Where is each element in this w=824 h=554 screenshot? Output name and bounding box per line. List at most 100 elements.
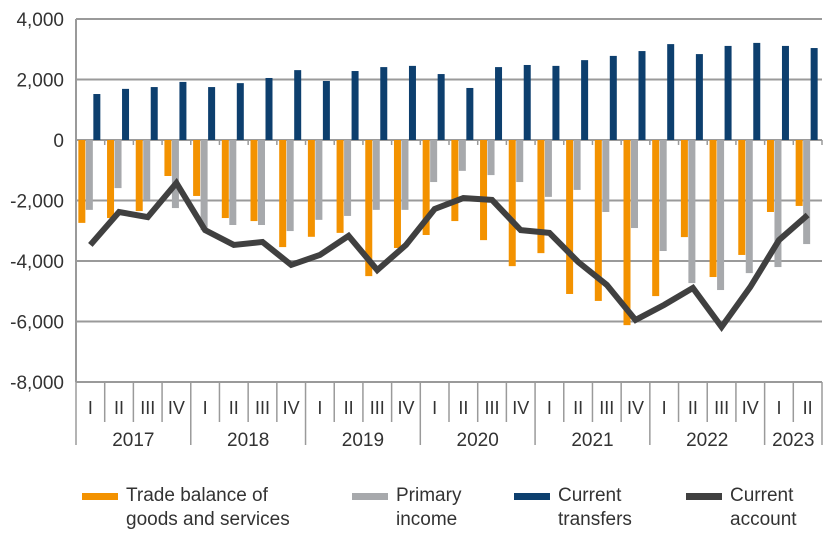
bar-current-transfers (179, 81, 187, 140)
quarter-label: III (599, 398, 614, 418)
bar-trade-balance-of-goods-and-services (480, 140, 488, 241)
bar-primary-income (114, 140, 122, 189)
bar-trade-balance-of-goods-and-services (537, 140, 545, 254)
quarter-label: II (573, 398, 583, 418)
y-tick-label: -4,000 (10, 252, 64, 273)
current-account-line (88, 177, 810, 333)
bar-current-transfers (609, 55, 617, 140)
bar-current-transfers (781, 45, 789, 140)
bar-trade-balance-of-goods-and-services (680, 140, 688, 238)
year-label: 2018 (227, 430, 269, 451)
legend-label: Trade balance of (126, 485, 268, 506)
bar-trade-balance-of-goods-and-services (738, 140, 746, 255)
bar-trade-balance-of-goods-and-services (336, 140, 344, 233)
bar-trade-balance-of-goods-and-services (78, 140, 86, 223)
bar-primary-income (258, 140, 265, 226)
bar-current-transfers (150, 87, 158, 140)
bar-trade-balance-of-goods-and-services (250, 140, 258, 222)
bar-current-transfers (322, 81, 330, 140)
bar-primary-income (774, 140, 782, 268)
quarter-label: I (432, 398, 437, 418)
legend-label: account (730, 509, 797, 530)
bar-primary-income (344, 140, 352, 216)
legend-item-current-account: Current account (686, 484, 797, 532)
bar-trade-balance-of-goods-and-services (652, 140, 660, 297)
bar-trade-balance-of-goods-and-services (451, 140, 459, 222)
bar-trade-balance-of-goods-and-services (365, 140, 373, 277)
bar-current-transfers (695, 54, 703, 141)
bar-trade-balance-of-goods-and-services (307, 140, 315, 237)
quarter-label: II (114, 398, 124, 418)
bar-current-transfers (236, 83, 244, 140)
quarter-label: IV (512, 398, 529, 418)
quarter-label: II (344, 398, 354, 418)
bar-trade-balance-of-goods-and-services (594, 140, 602, 301)
year-label: 2017 (112, 430, 154, 451)
bar-primary-income (286, 140, 294, 232)
bar-trade-balance-of-goods-and-services (393, 140, 401, 248)
bar-trade-balance-of-goods-and-services (709, 140, 717, 278)
bar-current-transfers (638, 51, 646, 140)
quarter-label: II (803, 398, 813, 418)
year-label: 2020 (457, 430, 499, 451)
bar-current-transfers (380, 67, 388, 140)
bar-current-transfers (265, 77, 273, 140)
bar-primary-income (745, 140, 753, 274)
bar-primary-income (229, 140, 237, 226)
y-tick-label: 0 (53, 131, 64, 152)
quarter-label: IV (742, 398, 759, 418)
bar-primary-income (516, 140, 524, 183)
bar-primary-income (544, 140, 552, 197)
y-tick-label: -2,000 (10, 192, 64, 213)
bar-trade-balance-of-goods-and-services (508, 140, 516, 267)
bar-trade-balance-of-goods-and-services (422, 140, 430, 235)
year-label: 2021 (571, 430, 613, 451)
bar-current-transfers (495, 67, 503, 140)
quarter-label: IV (627, 398, 644, 418)
bar-current-transfers (408, 65, 416, 140)
year-label: 2022 (686, 430, 728, 451)
bar-trade-balance-of-goods-and-services (623, 140, 631, 326)
bar-primary-income (803, 140, 811, 245)
bar-primary-income (659, 140, 667, 252)
legend-swatch (514, 493, 550, 500)
legend-swatch (82, 493, 118, 500)
bar-current-transfers (294, 70, 302, 140)
bar-current-transfers (724, 45, 732, 140)
bar-trade-balance-of-goods-and-services (766, 140, 774, 212)
quarter-label: III (255, 398, 270, 418)
bar-trade-balance-of-goods-and-services (795, 140, 803, 206)
legend-label: goods and services (126, 509, 290, 530)
bar-current-transfers (122, 88, 130, 140)
bar-primary-income (688, 140, 696, 284)
year-label: 2023 (772, 430, 814, 451)
bar-primary-income (573, 140, 581, 190)
legend-label: Current (558, 485, 622, 506)
quarter-label: II (688, 398, 698, 418)
quarter-label: II (229, 398, 239, 418)
bar-trade-balance-of-goods-and-services (193, 140, 201, 196)
quarter-label: III (140, 398, 155, 418)
bar-current-transfers (437, 74, 445, 140)
quarter-label: III (485, 398, 500, 418)
bar-current-transfers (667, 44, 675, 140)
bar-current-transfers (810, 48, 818, 140)
quarter-label: I (547, 398, 552, 418)
quarter-label: I (662, 398, 667, 418)
bar-current-transfers (351, 71, 359, 140)
y-tick-label: -6,000 (10, 313, 64, 334)
quarter-label: II (458, 398, 468, 418)
y-tick-label: 2,000 (16, 71, 64, 92)
bar-primary-income (487, 140, 495, 176)
year-label: 2019 (342, 430, 384, 451)
bar-primary-income (200, 140, 208, 231)
bar-primary-income (717, 140, 725, 291)
bar-current-transfers (581, 60, 589, 140)
quarter-label: I (88, 398, 93, 418)
bar-primary-income (458, 140, 466, 171)
quarter-label: III (714, 398, 729, 418)
legend: Trade balance of goods and services Prima… (0, 484, 824, 544)
bar-primary-income (631, 140, 638, 229)
quarter-label: I (203, 398, 208, 418)
